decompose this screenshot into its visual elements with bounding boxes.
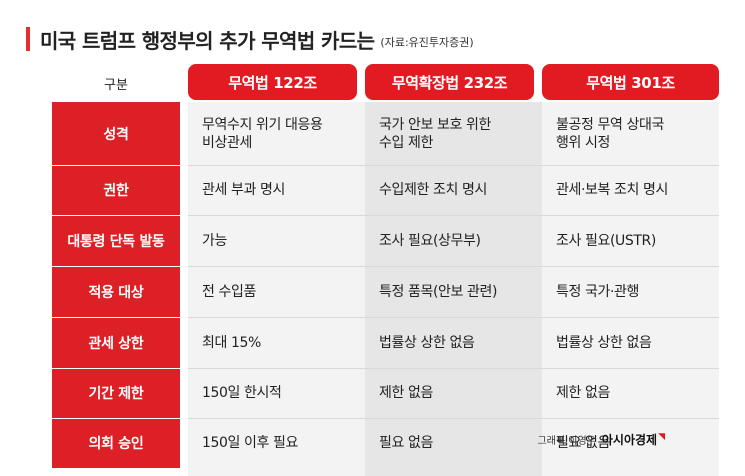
cell-text: 불공정 무역 상대국 행위 시정	[556, 116, 664, 151]
cell-text: 법률상 상한 없음	[379, 334, 475, 351]
table-cell: 특정 품목(안보 관련)	[379, 266, 534, 317]
cell-text: 제한 없음	[556, 385, 610, 401]
cell-divider	[188, 215, 719, 216]
table-cell: 조사 필요(상무부)	[379, 215, 534, 266]
table-cell: 150일 이후 필요	[202, 418, 357, 468]
table-cell: 조사 필요(USTR)	[556, 215, 719, 266]
table-cell: 국가 안보 보호 위한 수입 제한	[379, 102, 534, 165]
page-title: 미국 트럼프 행정부의 추가 무역법 카드는	[40, 28, 375, 53]
column-header-232: 무역확장법 232조	[365, 64, 534, 100]
cell-text: 국가 안보 보호 위한 수입 제한	[379, 116, 491, 151]
comparison-table: 구분 무역법 122조 무역확장법 232조 무역법 301조 성격 무역수지 위…	[52, 64, 719, 476]
table-cell: 무역수지 위기 대응용 비상관세	[202, 102, 357, 165]
cell-text: 필요 없음	[556, 435, 610, 451]
cell-text: 무역수지 위기 대응용 비상관세	[202, 116, 323, 151]
table-cell: 필요 없음	[556, 418, 719, 468]
cell-divider	[188, 266, 719, 267]
row-label: 대통령 단독 발동	[52, 215, 180, 266]
cell-text: 150일 한시적	[202, 385, 282, 401]
header-label: 구분	[104, 77, 128, 93]
column-header-122: 무역법 122조	[188, 64, 357, 100]
cell-text: 법률상 상한 없음	[556, 334, 652, 351]
row-label: 성격	[52, 102, 180, 165]
cell-text: 수입제한 조치 명시	[379, 182, 487, 198]
table-cell: 필요 없음	[379, 418, 534, 468]
title-area: 미국 트럼프 행정부의 추가 무역법 카드는 (자료:유진투자증권)	[26, 24, 474, 54]
cell-divider	[188, 317, 719, 318]
title-accent-bar	[26, 27, 30, 51]
cell-text: 제한 없음	[379, 385, 433, 401]
credit: 그래픽 이영우 아시아경제 ◥	[537, 431, 665, 448]
table-row: 권한 관세 부과 명시 수입제한 조치 명시 관세·보복 조치 명시	[52, 165, 719, 215]
table-cell: 관세 부과 명시	[202, 165, 357, 215]
column-background-122	[188, 102, 365, 476]
column-header-301: 무역법 301조	[542, 64, 719, 100]
table-cell: 수입제한 조치 명시	[379, 165, 534, 215]
cell-divider	[188, 165, 719, 166]
table-cell: 가능	[202, 215, 357, 266]
cell-text: 관세 부과 명시	[202, 182, 285, 198]
cell-text: 조사 필요(USTR)	[556, 232, 656, 249]
cell-text: 관세·보복 조치 명시	[556, 182, 668, 198]
table-cell: 관세·보복 조치 명시	[556, 165, 719, 215]
table-cell: 최대 15%	[202, 317, 357, 368]
cell-text: 특정 국가·관행	[556, 283, 639, 300]
cell-text: 150일 이후 필요	[202, 435, 299, 451]
table-cell: 150일 한시적	[202, 368, 357, 418]
table-cell: 특정 국가·관행	[556, 266, 719, 317]
cell-text: 특정 품목(안보 관련)	[379, 283, 498, 300]
cell-text: 가능	[202, 232, 227, 249]
cell-text: 최대 15%	[202, 334, 261, 351]
row-label: 관세 상한	[52, 317, 180, 368]
table-cell: 전 수입품	[202, 266, 357, 317]
cell-divider	[188, 418, 719, 419]
table-cell: 불공정 무역 상대국 행위 시정	[556, 102, 719, 165]
column-background-301	[542, 102, 719, 476]
table-row: 적용 대상 전 수입품 특정 품목(안보 관련) 특정 국가·관행	[52, 266, 719, 317]
cell-text: 조사 필요(상무부)	[379, 232, 481, 249]
table-row: 의회 승인 150일 이후 필요 필요 없음 필요 없음	[52, 418, 719, 468]
table-row: 기간 제한 150일 한시적 제한 없음 제한 없음	[52, 368, 719, 418]
table-row: 성격 무역수지 위기 대응용 비상관세 국가 안보 보호 위한 수입 제한 불공정 무…	[52, 102, 719, 165]
row-label: 권한	[52, 165, 180, 215]
table-cell: 법률상 상한 없음	[379, 317, 534, 368]
source-note: (자료:유진투자증권)	[380, 36, 474, 49]
cell-text: 전 수입품	[202, 283, 256, 300]
table-row: 관세 상한 최대 15% 법률상 상한 없음 법률상 상한 없음	[52, 317, 719, 368]
brand-mark-icon: ◥	[658, 431, 665, 442]
table-cell: 제한 없음	[556, 368, 719, 418]
row-label: 의회 승인	[52, 418, 180, 468]
cell-divider	[188, 368, 719, 369]
column-background-232	[365, 102, 542, 476]
table-row: 대통령 단독 발동 가능 조사 필요(상무부) 조사 필요(USTR)	[52, 215, 719, 266]
row-label: 적용 대상	[52, 266, 180, 317]
table-cell: 법률상 상한 없음	[556, 317, 719, 368]
credit-byline: 그래픽 이영우	[537, 436, 596, 447]
table-cell: 제한 없음	[379, 368, 534, 418]
row-label: 기간 제한	[52, 368, 180, 418]
credit-brand: 아시아경제	[601, 433, 658, 447]
table-header: 구분 무역법 122조 무역확장법 232조 무역법 301조	[52, 64, 719, 102]
cell-text: 필요 없음	[379, 435, 433, 451]
